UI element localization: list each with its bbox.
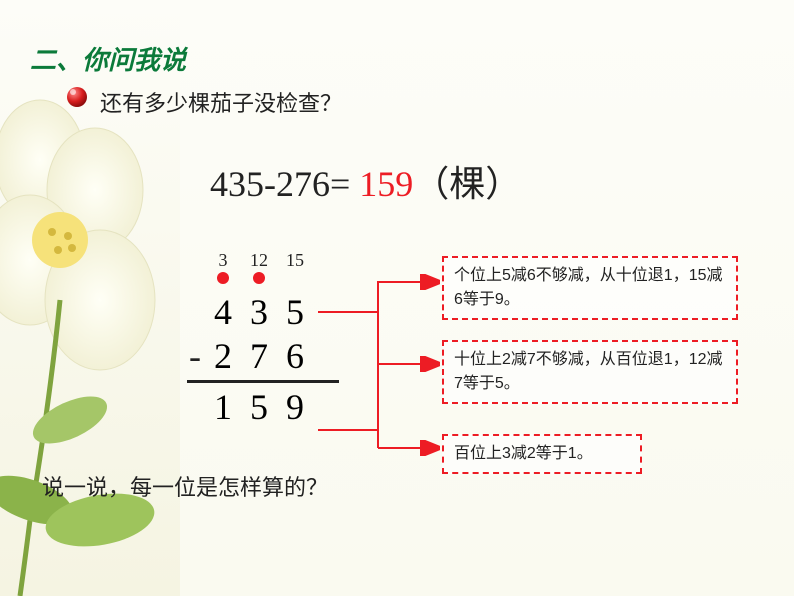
explain-step3: 百位上3减2等于1。 bbox=[442, 434, 642, 474]
explain-step2: 十位上2减7不够减，从百位退1，12减7等于5。 bbox=[442, 340, 738, 404]
followup-question: 说一说，每一位是怎样算的？ bbox=[42, 470, 328, 502]
explain-step1: 个位上5减6不够减，从十位退1，15减6等于9。 bbox=[442, 256, 738, 320]
